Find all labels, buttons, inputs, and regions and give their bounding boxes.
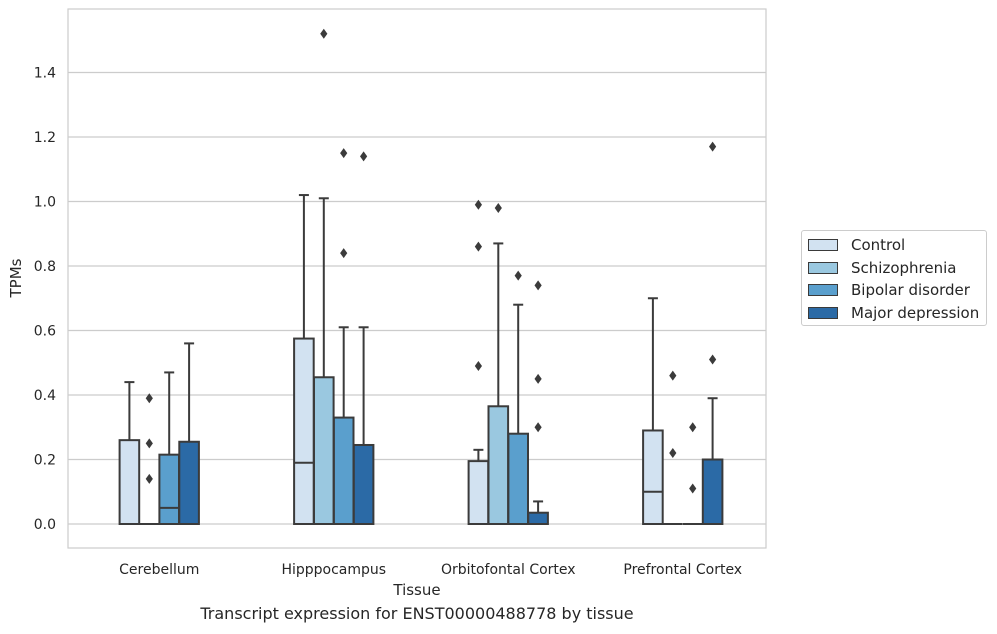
box-rect [332, 416, 355, 526]
y-axis-label: TPMs [7, 258, 25, 298]
outlier-point [534, 373, 542, 384]
outlier-point [709, 141, 717, 152]
x-tick-label: Hipppocampus [281, 562, 386, 578]
outlier-point [340, 148, 348, 159]
y-tick-label: 1.2 [34, 130, 56, 146]
legend-label-control: Control [851, 236, 906, 254]
y-tick-label: 0.0 [34, 517, 56, 533]
y-axis-ticks: 0.0 0.2 0.4 0.6 0.8 1.0 1.2 1.4 [34, 66, 56, 534]
legend-item-schizophrenia: Schizophrenia [808, 258, 956, 278]
box-hipppocampus-major-depression [352, 151, 375, 525]
box-cerebellum-schizophrenia [139, 393, 160, 525]
box-rect [467, 460, 490, 525]
legend-swatch-schizophrenia [808, 262, 838, 274]
legend-label-bipolar-disorder: Bipolar disorder [851, 281, 970, 299]
outlier-point [534, 422, 542, 433]
box-orbitofontal-cortex-schizophrenia [487, 202, 510, 526]
outlier-point [474, 199, 482, 210]
legend-swatch-control [808, 239, 838, 251]
y-tick-label: 1.4 [34, 66, 56, 82]
box-hipppocampus-bipolar-disorder [332, 148, 355, 526]
outlier-point [145, 393, 153, 404]
outlier-point [474, 360, 482, 371]
outlier-point [145, 473, 153, 484]
outlier-point [474, 241, 482, 252]
box-orbitofontal-cortex-bipolar-disorder [507, 270, 529, 526]
x-axis-label: Tissue [392, 581, 440, 599]
outlier-point [669, 370, 677, 381]
y-tick-label: 0.8 [34, 259, 56, 275]
box-rect [487, 405, 510, 526]
outlier-point [709, 354, 717, 365]
box-rect [158, 453, 180, 526]
outlier-point [360, 151, 368, 162]
y-tick-label: 0.2 [34, 453, 56, 469]
y-tick-label: 1.0 [34, 195, 56, 211]
legend-label-major-depression: Major depression [851, 304, 980, 322]
box-prefrontal-cortex-control [642, 297, 664, 526]
box-hipppocampus-schizophrenia [313, 28, 335, 526]
outlier-point [669, 448, 677, 459]
legend: Control Schizophrenia Bipolar disorder M… [801, 230, 987, 326]
outlier-point [689, 483, 697, 494]
outlier-point [514, 270, 522, 281]
chart-caption: Transcript expression for ENST0000048877… [200, 604, 634, 623]
y-tick-label: 0.6 [34, 324, 56, 340]
box-rect [313, 376, 335, 526]
legend-swatch-major-depression [808, 307, 838, 319]
box-rect [352, 443, 375, 525]
box-rect [701, 458, 724, 525]
box-hipppocampus-control [293, 194, 315, 525]
box-rect [527, 511, 549, 526]
box-cerebellum-major-depression [178, 342, 200, 526]
outlier-point [145, 438, 153, 449]
outlier-point [340, 248, 348, 259]
legend-item-bipolar-disorder: Bipolar disorder [808, 280, 970, 300]
outlier-point [534, 280, 542, 291]
legend-label-schizophrenia: Schizophrenia [851, 259, 957, 277]
box-prefrontal-cortex-major-depression [701, 141, 724, 525]
legend-item-control: Control [808, 235, 905, 255]
x-tick-label: Cerebellum [119, 562, 199, 578]
plot-frame [67, 8, 767, 549]
outlier-point [494, 202, 502, 213]
box-orbitofontal-cortex-control [467, 199, 490, 525]
y-tick-label: 0.4 [34, 388, 56, 404]
box-series [118, 28, 724, 526]
box-rect [293, 337, 315, 525]
outlier-point [689, 422, 697, 433]
box-cerebellum-control [118, 381, 141, 525]
box-rect [118, 439, 141, 525]
x-tick-label: Prefrontal Cortex [623, 562, 742, 578]
box-orbitofontal-cortex-major-depression [527, 280, 549, 526]
box-prefrontal-cortex-schizophrenia [663, 370, 683, 525]
box-prefrontal-cortex-bipolar-disorder [682, 422, 703, 525]
box-rect [178, 440, 200, 526]
x-axis-ticks: Cerebellum Hipppocampus Orbitofontal Corte… [119, 562, 742, 578]
box-rect [642, 429, 664, 526]
outlier-point [320, 28, 328, 39]
x-tick-label: Orbitofontal Cortex [441, 562, 576, 578]
legend-swatch-bipolar-disorder [808, 284, 838, 296]
box-rect [507, 432, 529, 526]
legend-item-major-depression: Major depression [808, 303, 979, 323]
